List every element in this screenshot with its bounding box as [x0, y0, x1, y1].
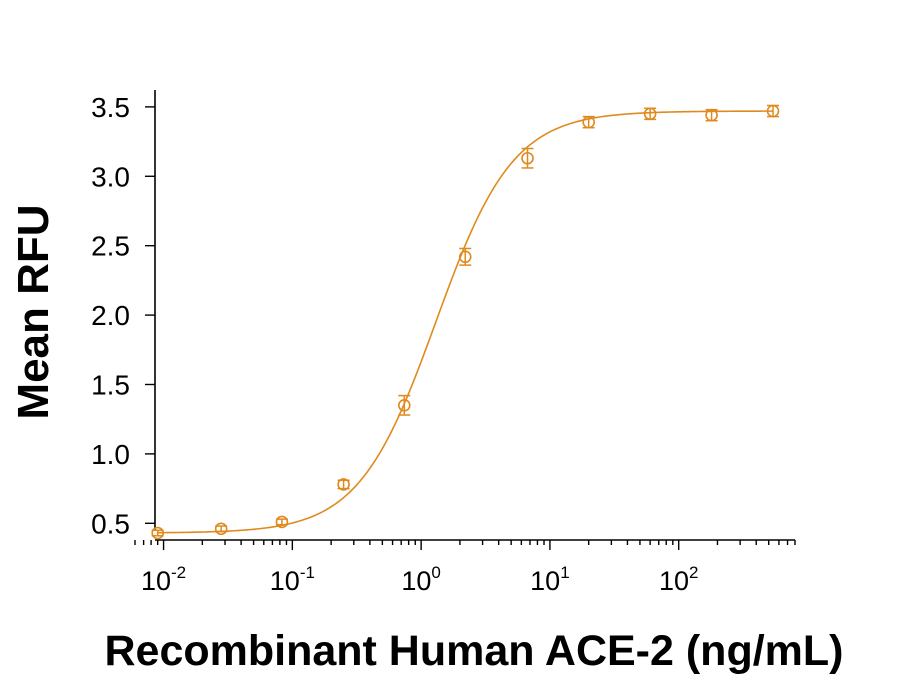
data-point [151, 526, 164, 540]
y-tick-label: 0.5 [91, 508, 130, 539]
x-tick-label: 10-1 [270, 563, 315, 596]
data-point [214, 522, 228, 536]
y-tick-label: 1.5 [91, 369, 130, 400]
data-marker [214, 522, 228, 536]
data-point [521, 147, 534, 169]
fit-curve [157, 110, 774, 534]
data-marker [337, 478, 350, 491]
y-tick-label: 2.0 [91, 300, 130, 331]
y-tick-label: 2.5 [91, 231, 130, 262]
x-axis-title: Recombinant Human ACE-2 (ng/mL) [105, 627, 844, 675]
y-ticks: 0.5 1.0 1.5 2.0 2.5 3.0 3.5 [91, 92, 155, 539]
x-ticks: 10-2 10-1 100 101 102 [134, 540, 796, 596]
data-point [275, 515, 289, 529]
y-tick-label: 3.0 [91, 161, 130, 192]
data-marker [766, 104, 780, 118]
data-marker [275, 515, 289, 529]
x-tick-label: 101 [530, 563, 570, 596]
data-marker [151, 526, 164, 540]
data-point [458, 247, 472, 266]
data-point [397, 394, 411, 416]
data-marker [582, 115, 595, 129]
y-tick-label: 3.5 [91, 92, 130, 123]
axes [154, 90, 795, 541]
y-tick-label: 1.0 [91, 439, 130, 470]
data-marker [643, 107, 657, 121]
data-point [337, 478, 350, 491]
plot-area [151, 104, 780, 540]
data-point [643, 107, 657, 121]
data-marker [705, 108, 718, 122]
y-axis-title: Mean RFU [9, 204, 58, 419]
data-marker [521, 151, 534, 165]
data-marker [397, 399, 411, 412]
data-marker [458, 250, 472, 264]
x-tick-label: 102 [659, 563, 699, 596]
data-point [705, 108, 718, 122]
x-tick-label: 100 [401, 563, 441, 596]
data-point [582, 115, 595, 129]
x-tick-label: 10-2 [141, 563, 186, 596]
data-point [766, 104, 780, 118]
